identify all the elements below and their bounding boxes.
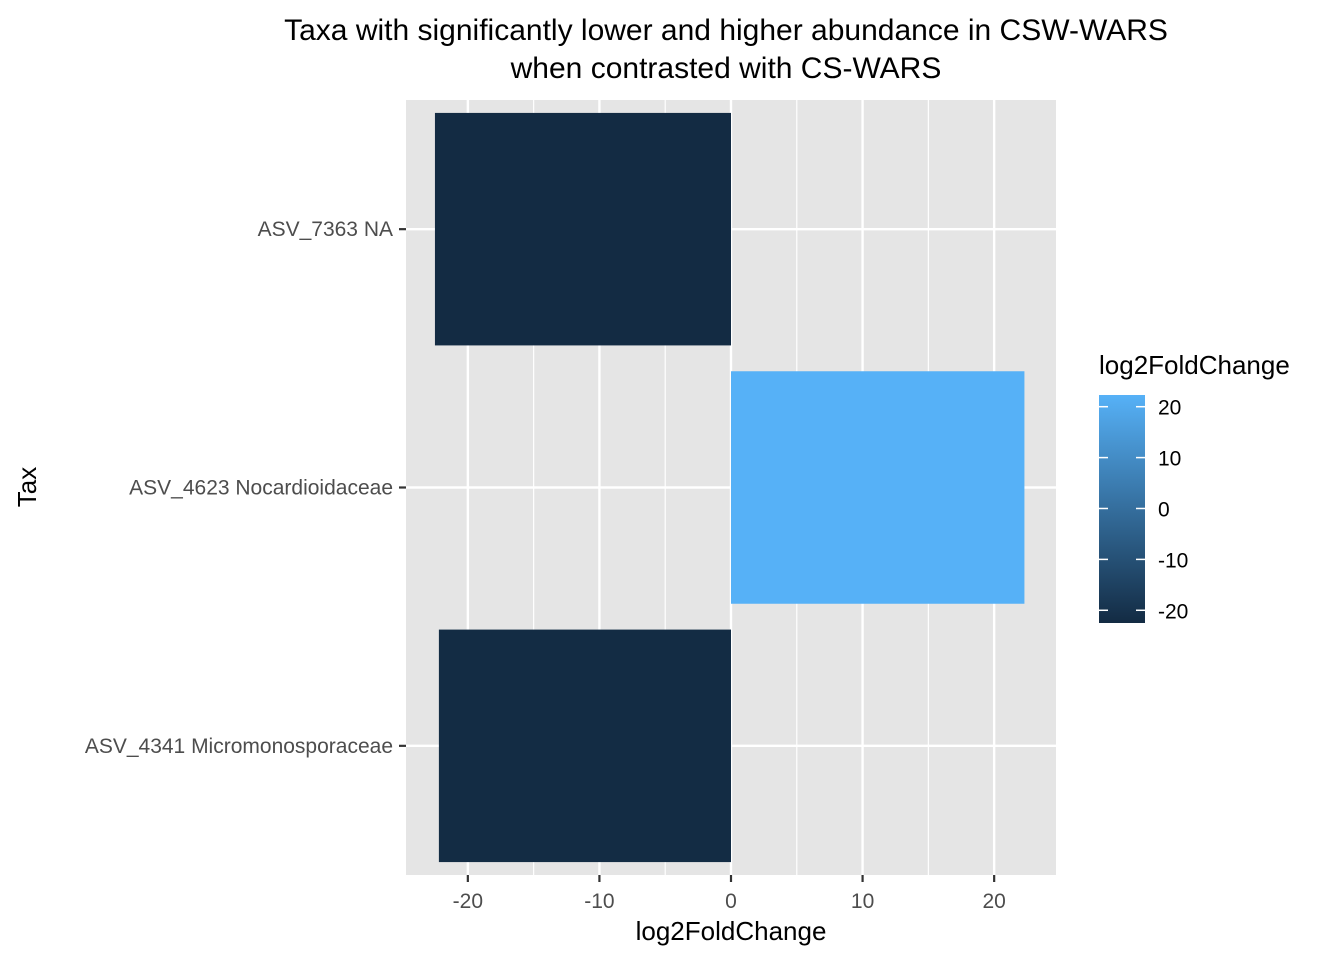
chart-title: Taxa with significantly lower and higher…	[284, 14, 1168, 47]
legend-tick-label: -20	[1158, 600, 1188, 623]
legend-tick-label: -10	[1158, 549, 1188, 572]
x-tick-label: 0	[725, 890, 737, 913]
x-tick-label: 20	[982, 890, 1005, 913]
bar	[438, 629, 731, 863]
x-axis: -20 -10 0 10 20	[453, 875, 1006, 913]
bars	[434, 112, 1025, 863]
x-tick-label: 10	[851, 890, 874, 913]
x-tick-label: -20	[453, 890, 483, 913]
legend-title: log2FoldChange	[1099, 350, 1290, 380]
y-tick-label: ASV_4623 Nocardioidaceae	[129, 477, 393, 500]
legend-tick-label: 0	[1158, 498, 1170, 521]
y-tick-label: ASV_7363 NA	[258, 218, 393, 241]
y-tick-label: ASV_4341 Micromonosporaceae	[85, 735, 393, 758]
bar	[434, 112, 731, 346]
legend: log2FoldChange 20 10 0 -10 -20	[1099, 350, 1290, 623]
y-axis: ASV_7363 NA ASV_4623 Nocardioidaceae ASV_4…	[85, 218, 406, 758]
y-axis-title: Tax	[12, 467, 42, 507]
legend-ticks: 20 10 0 -10 -20	[1099, 397, 1188, 623]
x-tick-label: -10	[584, 890, 614, 913]
legend-tick-label: 10	[1158, 448, 1181, 471]
chart-subtitle: when contrasted with CS-WARS	[510, 52, 942, 85]
bar	[731, 371, 1025, 604]
legend-tick-label: 20	[1158, 397, 1181, 420]
x-axis-title: log2FoldChange	[636, 916, 827, 946]
